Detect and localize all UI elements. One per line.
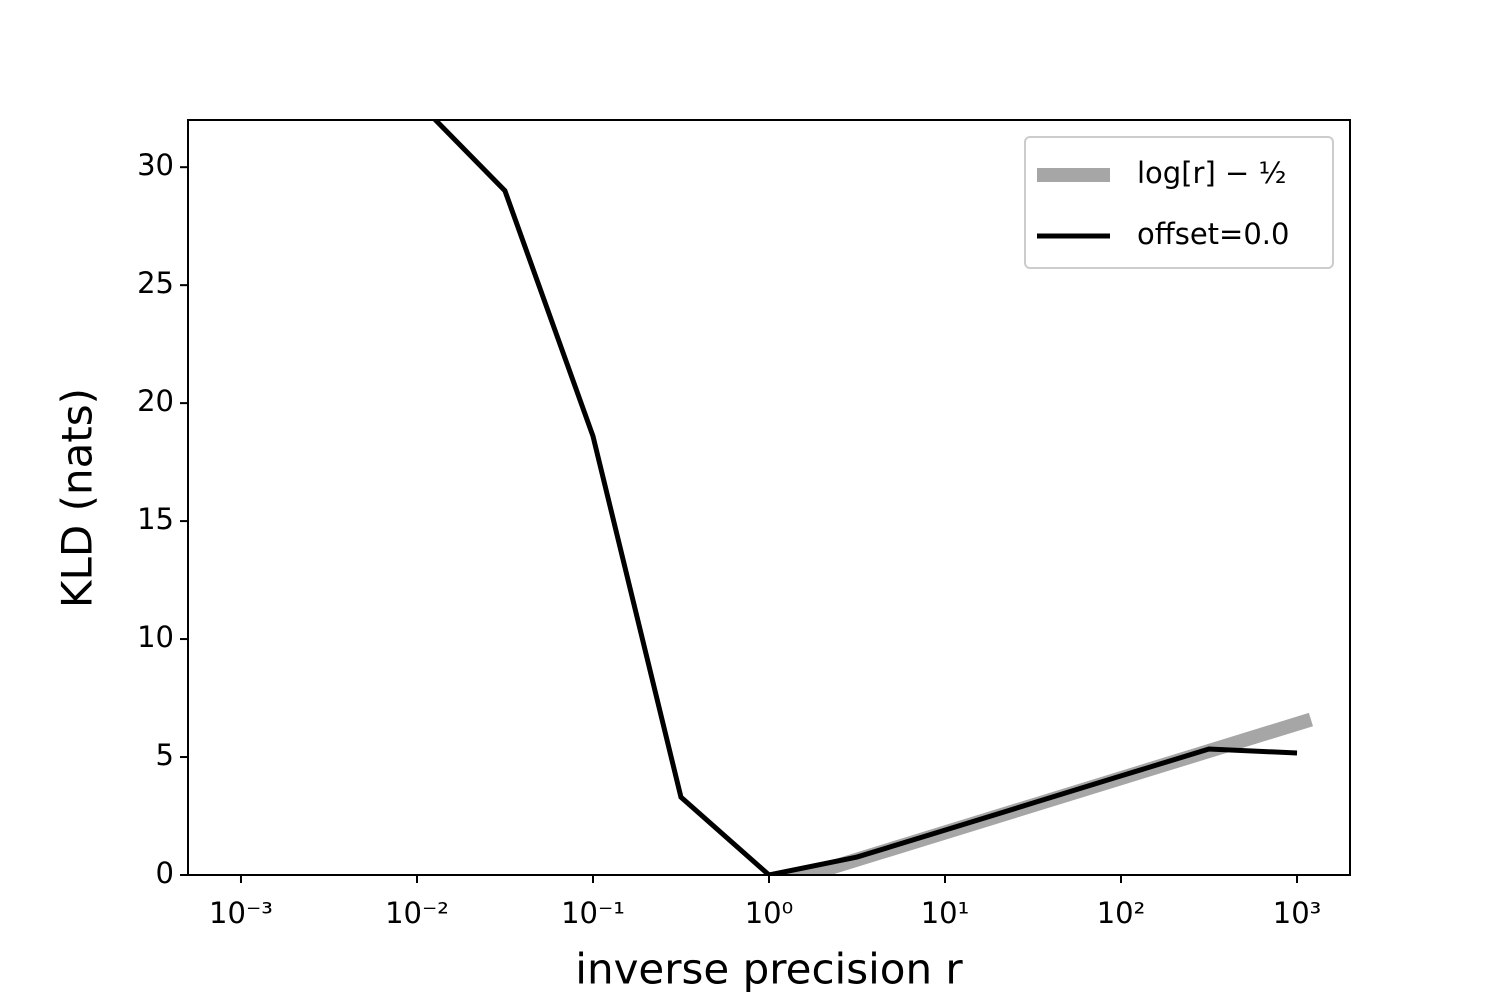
y-tick-label: 20 [137, 384, 174, 418]
y-tick-label: 10 [137, 620, 174, 654]
x-tick-label: 10¹ [921, 896, 970, 930]
y-axis-label: KLD (nats) [53, 388, 102, 608]
y-tick-label: 25 [137, 266, 174, 300]
y-tick-label: 30 [137, 148, 174, 182]
x-tick-label: 10⁻³ [209, 896, 273, 930]
series-line [432, 120, 1298, 875]
y-tick-label: 0 [156, 856, 174, 890]
plot-area [432, 120, 1314, 875]
legend-label: offset=0.0 [1137, 217, 1289, 251]
y-tick-label: 15 [137, 502, 174, 536]
x-tick-label: 10³ [1273, 896, 1322, 930]
legend: log[r] − ½ offset=0.0 [1024, 136, 1334, 269]
legend-label: log[r] − ½ [1137, 156, 1287, 190]
x-tick-label: 10² [1097, 896, 1146, 930]
y-tick-label: 5 [156, 738, 174, 772]
x-tick-label: 10⁻² [385, 896, 449, 930]
x-tick-label: 10⁰ [745, 896, 794, 930]
x-tick-label: 10⁻¹ [561, 896, 625, 930]
x-axis-label: inverse precision r [575, 945, 963, 994]
